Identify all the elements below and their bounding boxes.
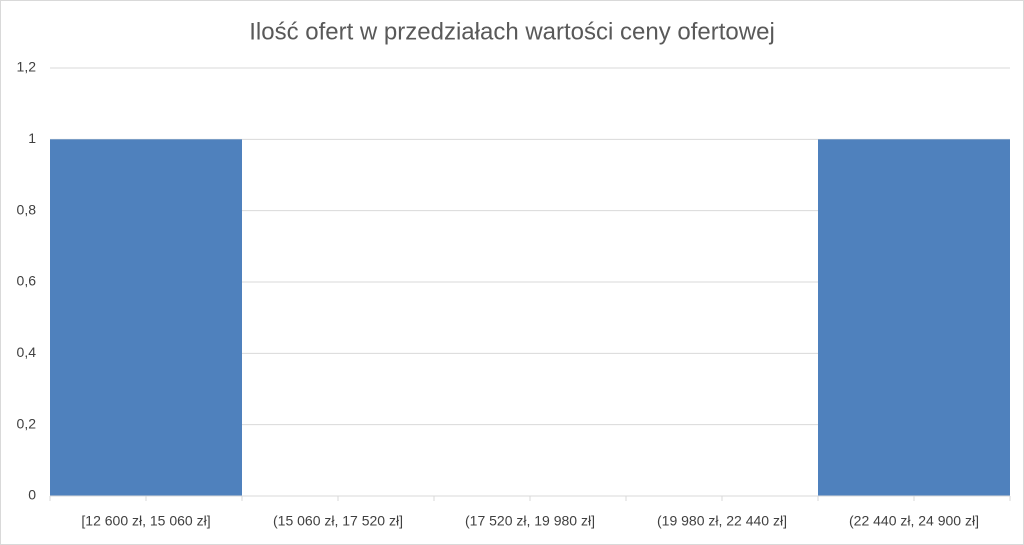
y-tick-label: 1,2 [17, 59, 37, 75]
chart-title: Ilość ofert w przedziałach wartości ceny… [249, 18, 775, 45]
y-tick-label: 1 [28, 130, 36, 146]
bar [818, 139, 1010, 497]
y-tick-label: 0 [28, 487, 36, 503]
y-tick-label: 0,4 [17, 344, 37, 360]
x-tick-label: (17 520 zł, 19 980 zł] [465, 513, 595, 529]
x-tick-label: (15 060 zł, 17 520 zł] [273, 513, 403, 529]
y-tick-label: 0,2 [17, 415, 37, 431]
x-tick-label: [12 600 zł, 15 060 zł] [81, 513, 210, 529]
y-tick-label: 0,6 [17, 273, 37, 289]
y-tick-label: 0,8 [17, 201, 37, 217]
x-tick-label: (22 440 zł, 24 900 zł] [849, 513, 979, 529]
bar [50, 139, 242, 497]
x-tick-label: (19 980 zł, 22 440 zł] [657, 513, 787, 529]
